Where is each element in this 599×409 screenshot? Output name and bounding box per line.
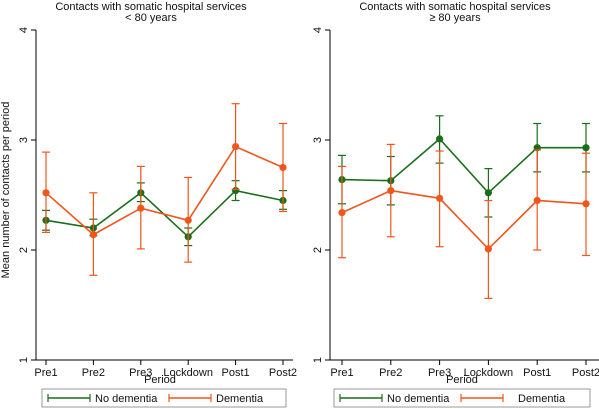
panel-2-x-tick-label: Pre2 (379, 367, 402, 379)
panel-1-x-tick-label: Pre2 (82, 367, 105, 379)
panel-2-legend-no-dementia: No dementia (387, 393, 450, 405)
panel-1-dementia-point (232, 143, 240, 151)
panel-2-dementia-point (338, 209, 346, 217)
y-axis-label: Mean number of contacts per period (0, 102, 12, 279)
panel-1-x-tick-label: Lockdown (163, 367, 213, 379)
panel-2-x-axis-label: Period (446, 374, 478, 386)
panel-1-dementia-point (89, 231, 97, 239)
panel-2-dementia-point (387, 187, 395, 195)
panel-2-x-tick-label: Pre3 (428, 367, 451, 379)
panel-2-x-tick-label: Post2 (572, 367, 599, 379)
panel-2-no-dementia-point (582, 144, 590, 152)
panel-2-dementia-point (582, 200, 590, 208)
panel-2-y-tick-label: 2 (312, 247, 324, 253)
panel-2-dementia-point (533, 196, 541, 205)
panel-1-dementia-point (137, 204, 145, 212)
panel-1-y-tick-label: 3 (18, 137, 30, 143)
panel-1-x-tick-label: Post2 (269, 367, 297, 379)
panel-2-legend-swatch-no-dementia (339, 394, 383, 402)
panel-2-y-tick-label: 1 (312, 357, 324, 363)
panel-2-x-tick-label: Post1 (523, 367, 551, 379)
panel-1-legend: No dementia Dementia (41, 388, 287, 408)
panel-1-dementia-line (45, 145, 284, 236)
panel-2-x-tick-label: Lockdown (464, 367, 514, 379)
panel-2-title: Contacts with somatic hospital services (359, 1, 551, 13)
panel-1-y-tick-label: 2 (18, 247, 30, 253)
panel-2-no-dementia-line (341, 137, 586, 194)
panel-2-x-tick-label: Pre1 (330, 367, 353, 379)
panel-2-legend: No dementia Dementia (333, 388, 591, 408)
panel-1-legend-swatch-no-dementia (47, 394, 91, 402)
panel-1-x-tick-label: Pre1 (34, 367, 57, 379)
panel-1-y-tick-label: 1 (18, 357, 30, 363)
panel-1-legend-box (41, 388, 287, 408)
panel-2-no-dementia-point (484, 189, 492, 197)
panel-1-title: Contacts with somatic hospital services (55, 1, 247, 13)
panel-2-legend-swatch-dementia (460, 394, 504, 402)
panel-1-no-dementia-point (232, 187, 240, 195)
panel-1-dementia-point (279, 163, 287, 172)
panel-1-x-tick-label: Post1 (222, 367, 250, 379)
panel-2-dementia-point (436, 194, 444, 202)
panel-2-dementia-line (341, 189, 587, 251)
panel-1-legend-dementia: Dementia (216, 393, 264, 405)
panel-1-legend-swatch-dementia (168, 394, 212, 402)
panel-1-plot: 1 2 3 4 Pre1 Pre2 Pre3 Lockdown Post1 Post2 (18, 27, 297, 379)
panel-80-plus: Contacts with somatic hospital services … (312, 1, 599, 408)
panel-2-y-tick-label: 4 (312, 27, 324, 33)
panel-1-x-axis-label: Period (144, 374, 176, 386)
panel-2-legend-dementia: Dementia (518, 393, 566, 405)
panel-2-subtitle: ≥ 80 years (429, 12, 481, 24)
panel-1-dementia-point (42, 189, 50, 197)
panel-2-no-dementia-point (436, 135, 444, 143)
panel-2-dementia-point (484, 245, 492, 253)
panel-1-dementia-point (184, 216, 192, 224)
panel-1-subtitle: < 80 years (125, 12, 177, 24)
panel-1-legend-no-dementia: No dementia (95, 393, 158, 405)
panel-under-80: Contacts with somatic hospital services … (0, 1, 297, 408)
panel-1-x-tick-label: Pre3 (129, 367, 152, 379)
panel-1-y-tick-label: 4 (18, 27, 30, 33)
panel-2-y-tick-label: 3 (312, 137, 324, 143)
panel-2-plot: 1 2 3 4 Pre1 Pre2 Pre3 Lockdown Post1 Post2 (312, 27, 599, 379)
